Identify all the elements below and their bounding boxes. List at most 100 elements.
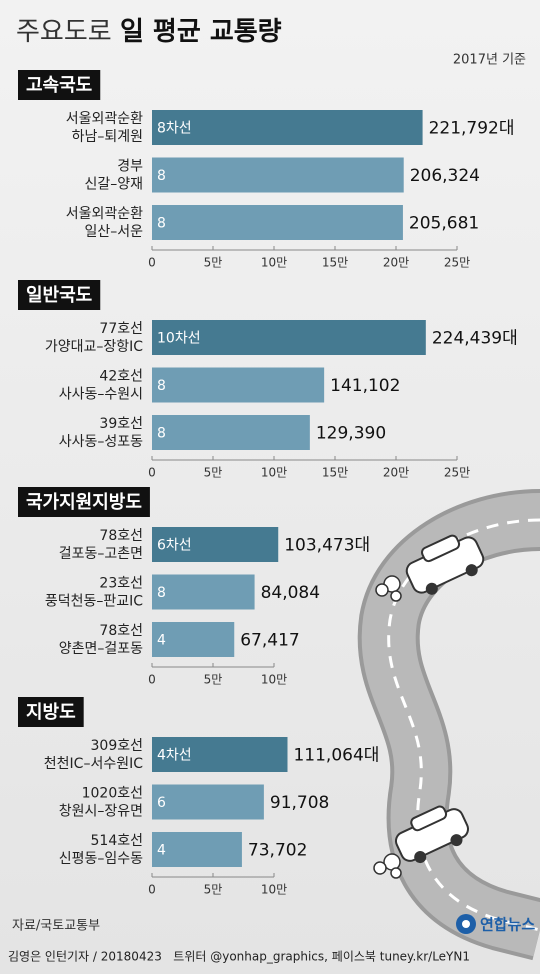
bar: [152, 205, 403, 240]
category-label: 일산–서운: [84, 224, 143, 240]
x-tick-label: 10만: [261, 673, 287, 687]
category-label: 42호선: [99, 369, 143, 385]
value-label: 103,473대: [284, 536, 370, 556]
x-tick-label: 25만: [444, 256, 470, 270]
credit: 김영은 인턴기자 / 20180423 트위터 @yonhap_graphics…: [8, 950, 470, 964]
road-illustration: [357, 489, 540, 961]
category-label: 서울외곽순환: [66, 111, 143, 127]
x-tick-label: 0: [148, 673, 156, 687]
lane-label: 4: [157, 633, 166, 649]
category-label: 78호선: [99, 623, 143, 639]
x-tick-label: 25만: [444, 466, 470, 480]
title: 주요도로 일 평균 교통량: [16, 17, 282, 47]
category-label: 서울외곽순환: [66, 206, 143, 222]
panel-title: 일반국도: [26, 285, 92, 306]
category-label: 경부: [117, 159, 143, 175]
x-tick-label: 5만: [204, 673, 223, 687]
bar: [152, 784, 264, 820]
category-label: 창원시–장유면: [59, 804, 143, 820]
panel-title-box: [18, 70, 101, 100]
panel-title-box: [18, 280, 101, 310]
category-label: 사사동–수원시: [59, 387, 143, 403]
x-tick-label: 0: [148, 466, 156, 480]
value-label: 205,681: [409, 214, 479, 234]
bar: [152, 622, 235, 657]
bar: [152, 157, 404, 193]
category-label: 309호선: [91, 738, 143, 754]
bar: [152, 320, 426, 355]
lane-label: 8: [157, 378, 166, 394]
category-label: 신갈–양재: [84, 177, 143, 193]
bar: [152, 737, 288, 772]
panel-title-box: [18, 487, 150, 517]
x-tick-label: 0: [148, 256, 156, 270]
x-tick-label: 20만: [383, 256, 409, 270]
x-tick-label: 10만: [261, 466, 287, 480]
bar: [152, 574, 255, 610]
x-tick-label: 10만: [261, 256, 287, 270]
value-label: 67,417: [240, 631, 299, 651]
logo-icon-inner: [462, 920, 470, 928]
category-label: 걸포동–고촌면: [59, 546, 143, 562]
panel-title: 지방도: [26, 702, 76, 723]
lane-label: 8: [157, 168, 166, 184]
logo: 연합뉴스: [456, 914, 535, 934]
lane-label: 8: [157, 426, 166, 442]
bar: [152, 527, 279, 562]
category-label: 가양대교–장항IC: [45, 339, 143, 355]
lane-label: 6: [157, 795, 166, 811]
lane-label: 10차선: [157, 331, 201, 347]
category-label: 39호선: [99, 416, 143, 432]
value-label: 111,064대: [293, 746, 379, 766]
x-tick-label: 20만: [383, 466, 409, 480]
bar: [152, 367, 325, 403]
category-label: 78호선: [99, 528, 143, 544]
bar: [152, 832, 242, 867]
category-label: 신평동–임수동: [59, 851, 143, 867]
category-label: 77호선: [99, 321, 143, 337]
note: 2017년 기준: [453, 53, 526, 68]
value-label: 206,324: [410, 166, 480, 186]
value-label: 84,084: [261, 583, 320, 603]
category-label: 1020호선: [82, 786, 143, 802]
category-label: 하남–퇴계원: [72, 129, 143, 145]
lane-label: 4차선: [157, 748, 192, 764]
lane-label: 8차선: [157, 121, 192, 137]
value-label: 73,702: [248, 841, 307, 861]
category-label: 23호선: [99, 576, 143, 592]
x-tick-label: 15만: [322, 466, 348, 480]
x-tick-label: 10만: [261, 883, 287, 897]
value-label: 221,792대: [429, 119, 515, 139]
category-label: 사사동–성포동: [59, 434, 143, 450]
x-tick-label: 5만: [204, 466, 223, 480]
category-label: 천천IC–서수원IC: [44, 756, 143, 772]
lane-label: 4: [157, 843, 166, 859]
value-label: 91,708: [270, 793, 329, 813]
bar: [152, 110, 423, 145]
x-tick-label: 5만: [204, 883, 223, 897]
x-tick-label: 15만: [322, 256, 348, 270]
category-label: 풍덕천동–판교IC: [45, 594, 143, 610]
panel-title: 고속국도: [26, 75, 92, 96]
x-tick-label: 5만: [204, 256, 223, 270]
value-label: 129,390: [316, 424, 386, 444]
category-label: 514호선: [91, 833, 143, 849]
panel-title: 국가지원지방도: [26, 492, 142, 513]
logo-text: 연합뉴스: [480, 916, 535, 934]
title-light: 주요도로: [16, 17, 112, 47]
value-label: 141,102: [330, 376, 400, 396]
value-label: 224,439대: [432, 329, 518, 349]
title-bold: 일 평균 교통량: [120, 17, 282, 47]
x-tick-label: 0: [148, 883, 156, 897]
lane-label: 8: [157, 216, 166, 232]
source: 자료/국토교통부: [12, 919, 100, 934]
panel-title-box: [18, 697, 84, 727]
bar: [152, 415, 310, 450]
